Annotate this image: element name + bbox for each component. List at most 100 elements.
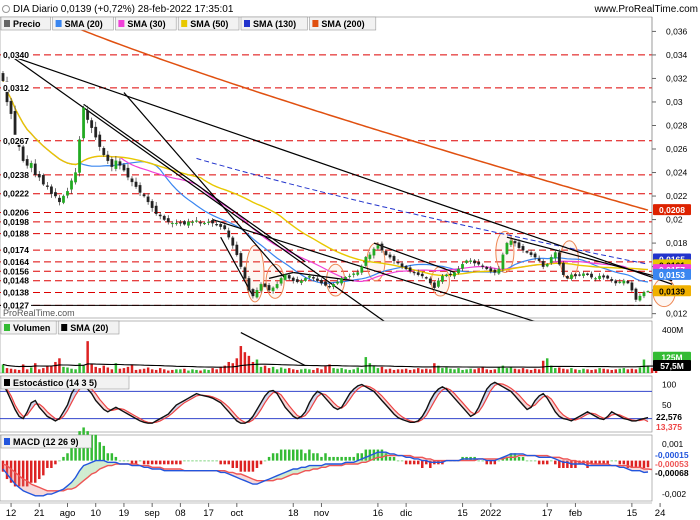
macd-hist-bar — [396, 460, 400, 462]
volume-bar — [586, 369, 589, 373]
legend-swatch — [4, 438, 10, 445]
candle-body — [461, 264, 464, 269]
candle-body — [582, 273, 585, 276]
macd-hist-bar — [292, 449, 295, 461]
macd-hist-bar — [614, 460, 617, 462]
stochastic-fill — [265, 391, 270, 403]
volume-bar — [368, 363, 372, 373]
stochastic-fill — [434, 389, 439, 402]
volume-bar — [461, 369, 464, 373]
candle-body — [497, 268, 501, 274]
volume-bar — [283, 368, 287, 373]
volume-bar — [332, 368, 335, 373]
macd-hist-bar — [163, 460, 166, 465]
macd-hist-bar — [400, 460, 404, 462]
macd-fill — [252, 479, 257, 485]
candle-body — [436, 280, 440, 287]
macd-hist-bar — [324, 453, 327, 461]
candle-body — [336, 281, 339, 284]
macd-hist-bar — [21, 460, 25, 487]
support-label-bg — [1, 244, 31, 255]
candle-body — [203, 222, 206, 225]
legend-label: Estocástico (14 3 5) — [13, 378, 97, 388]
volume-bar — [21, 364, 25, 373]
volume-bar — [622, 368, 626, 373]
candle-body — [134, 181, 138, 187]
price-badge-bg — [653, 285, 691, 297]
volume-bar — [138, 369, 142, 373]
volume-bar — [465, 369, 468, 373]
macd-hist-bar — [29, 460, 33, 483]
macd-hist-bar — [360, 453, 364, 461]
x-tick-label: 2022 — [480, 508, 501, 519]
volume-bar — [376, 368, 380, 373]
macd-hist-bar — [106, 453, 110, 461]
candle-body — [541, 261, 545, 267]
macd-line — [2, 451, 649, 497]
volume-bar — [610, 369, 613, 373]
volume-bar — [441, 368, 444, 373]
price-tick-label: 0,02 — [666, 215, 683, 225]
price-tick-label: 0,026 — [666, 144, 688, 154]
trendline — [212, 218, 548, 326]
macd-hist-bar — [541, 460, 545, 465]
macd-hist-bar — [150, 460, 154, 465]
candle-body — [424, 277, 428, 279]
macd-hist-bar — [122, 460, 126, 462]
volume-bar — [219, 366, 222, 373]
macd-hist-bar — [239, 460, 243, 472]
macd-fill — [232, 472, 237, 478]
support-label: 0,0198 — [3, 217, 29, 227]
candle-body — [642, 292, 646, 297]
volume-bar — [558, 367, 561, 373]
support-label: 0,0156 — [3, 266, 29, 276]
macd-fill — [91, 460, 96, 475]
macd-hist-bar — [521, 456, 525, 461]
volume-bar — [142, 368, 146, 373]
macd-fill — [631, 467, 636, 471]
volume-bar — [215, 369, 218, 373]
macd-hist-bar — [344, 456, 347, 461]
macd-hist-bar — [481, 460, 484, 462]
volume-bar — [150, 369, 154, 373]
legend-swatch — [312, 20, 319, 27]
macd-badge: -0,00015 — [655, 450, 689, 460]
support-label: 0,0340 — [3, 50, 29, 60]
support-label-bg — [1, 255, 31, 266]
volume-bar — [437, 365, 440, 373]
candle-body — [565, 276, 569, 279]
legend-swatch — [55, 20, 62, 27]
price-panel[interactable]: 0,03400,03120,02670,02380,02220,02060,01… — [0, 16, 691, 326]
stochastic-fill — [313, 391, 318, 404]
candle-body — [545, 264, 549, 267]
legend-label: Precio — [13, 19, 41, 29]
highlight-ellipses — [245, 230, 676, 308]
candle-body — [445, 274, 448, 277]
legend-item — [309, 16, 377, 31]
volume-bar — [263, 365, 267, 373]
candle-body — [49, 186, 53, 194]
support-label: 0,0222 — [3, 189, 29, 199]
volume-bar — [38, 369, 41, 373]
trendlines — [10, 55, 673, 326]
price-badge: 0,0139 — [659, 286, 685, 296]
macd-hist-bar — [562, 460, 565, 468]
candle-body — [58, 197, 61, 203]
legend-label: SMA (50) — [190, 19, 228, 29]
x-tick-label: 15 — [627, 508, 638, 519]
volume-bar — [513, 368, 517, 373]
volume-badge: 57,5M — [660, 361, 684, 371]
macd-hist-bar — [215, 460, 218, 462]
candle-body — [74, 172, 77, 183]
x-tick-label: oct — [230, 508, 243, 519]
volume-bar — [66, 367, 69, 373]
macd-hist-bar — [485, 460, 488, 465]
macd-hist-bar — [348, 456, 351, 461]
support-labels: 0,03400,03120,02670,02380,02220,02060,01… — [1, 48, 31, 310]
macd-hist-bar — [179, 460, 182, 465]
macd-hist-bar — [384, 453, 388, 461]
volume-bar — [42, 368, 45, 373]
volume-bar — [529, 369, 533, 373]
macd-panel[interactable]: 0,001 -0,002 -0,00015-0,00053-0,00068 — [0, 427, 697, 502]
